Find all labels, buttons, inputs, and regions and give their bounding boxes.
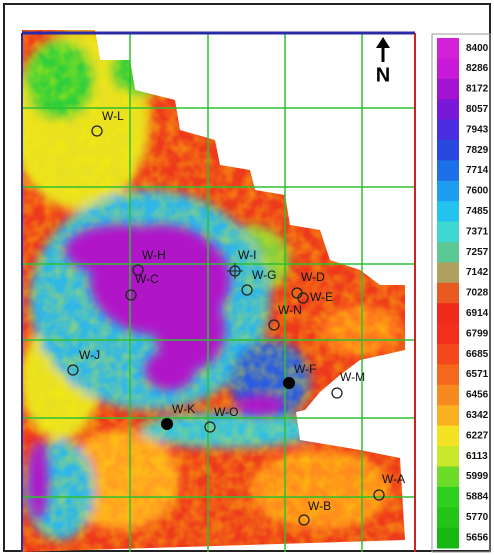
colorbar-swatch (437, 466, 459, 487)
colorbar-label: 6113 (466, 451, 488, 462)
well-marker (161, 418, 173, 430)
colorbar-swatch (437, 385, 459, 406)
colorbar-swatch (437, 58, 459, 79)
colorbar-swatch (437, 324, 459, 345)
colorbar-label: 7600 (466, 186, 489, 197)
north-arrow: N (376, 37, 390, 86)
colorbar-label: 7028 (466, 288, 489, 299)
well-label: W-D (301, 270, 325, 284)
well-label: W-G (252, 268, 276, 282)
colorbar-label: 8057 (466, 104, 489, 115)
colorbar-label: 8400 (466, 43, 489, 54)
colorbar-swatch (437, 140, 459, 161)
colorbar-swatch (437, 303, 459, 324)
colorbar-swatch (437, 38, 459, 59)
colorbar-swatch (437, 364, 459, 385)
colorbar-label: 7371 (466, 226, 489, 237)
colorbar-label: 7485 (466, 206, 489, 217)
well-label: W-F (294, 362, 316, 376)
colorbar-swatch (437, 426, 459, 447)
colorbar-swatch (437, 446, 459, 467)
well-label: W-B (308, 499, 331, 513)
colorbar-label: 6799 (466, 328, 489, 339)
map-view: N W-L W-H W-C W-I W-G W-D W-E W-N W-J W-F W-M W-K W-… (0, 0, 494, 555)
well-label: W-A (382, 472, 405, 486)
colorbar-label: 7943 (466, 124, 489, 135)
colorbar-swatch (437, 344, 459, 365)
colorbar-label: 6914 (466, 308, 489, 319)
colorbar-swatch (437, 160, 459, 181)
well-label: W-O (214, 405, 238, 419)
colorbar-label: 6342 (466, 410, 489, 421)
well-label: W-L (102, 109, 124, 123)
well-label: W-E (310, 290, 333, 304)
colorbar-swatch (437, 120, 459, 141)
colorbar-label: 7829 (466, 145, 489, 156)
colorbar-swatch (437, 181, 459, 202)
colorbar-label: 7142 (466, 267, 489, 278)
colorbar-label: 8286 (466, 63, 489, 74)
colorbar-swatch (437, 262, 459, 283)
colorbar-swatch (437, 242, 459, 263)
colorbar-swatch (437, 405, 459, 426)
colorbar-swatch (437, 528, 459, 549)
colorbar-label: 7257 (466, 247, 489, 258)
north-label: N (376, 64, 390, 86)
colorbar-label: 5999 (466, 471, 489, 482)
colorbar-label: 6456 (466, 390, 489, 401)
colorbar-swatch (437, 487, 459, 508)
well-label: W-H (142, 248, 166, 262)
well-label: W-N (278, 303, 302, 317)
well-label: W-K (172, 402, 195, 416)
well-label: W-J (79, 348, 100, 362)
colorbar-label: 5770 (466, 512, 489, 523)
colorbar-label: 7714 (466, 165, 489, 176)
well-label: W-C (135, 272, 159, 286)
colorbar-label: 6227 (466, 430, 489, 441)
colorbar-swatch (437, 222, 459, 243)
colorbar: 8400 8286 8172 8057 7943 7829 7714 7600 7485 7371… (437, 38, 489, 549)
colorbar-label: 5884 (466, 492, 489, 503)
colorbar-swatch (437, 79, 459, 100)
colorbar-swatch (437, 99, 459, 120)
well-label: W-M (340, 370, 365, 384)
colorbar-label: 8172 (466, 84, 489, 95)
well-label: W-I (238, 248, 256, 262)
well-marker (332, 388, 342, 398)
colorbar-swatch (437, 201, 459, 222)
colorbar-label: 6685 (466, 349, 489, 360)
colorbar-swatch (437, 507, 459, 528)
colorbar-swatch (437, 283, 459, 304)
colorbar-label: 6571 (466, 369, 489, 380)
colorbar-label: 5656 (466, 532, 489, 543)
well-marker (283, 377, 295, 389)
